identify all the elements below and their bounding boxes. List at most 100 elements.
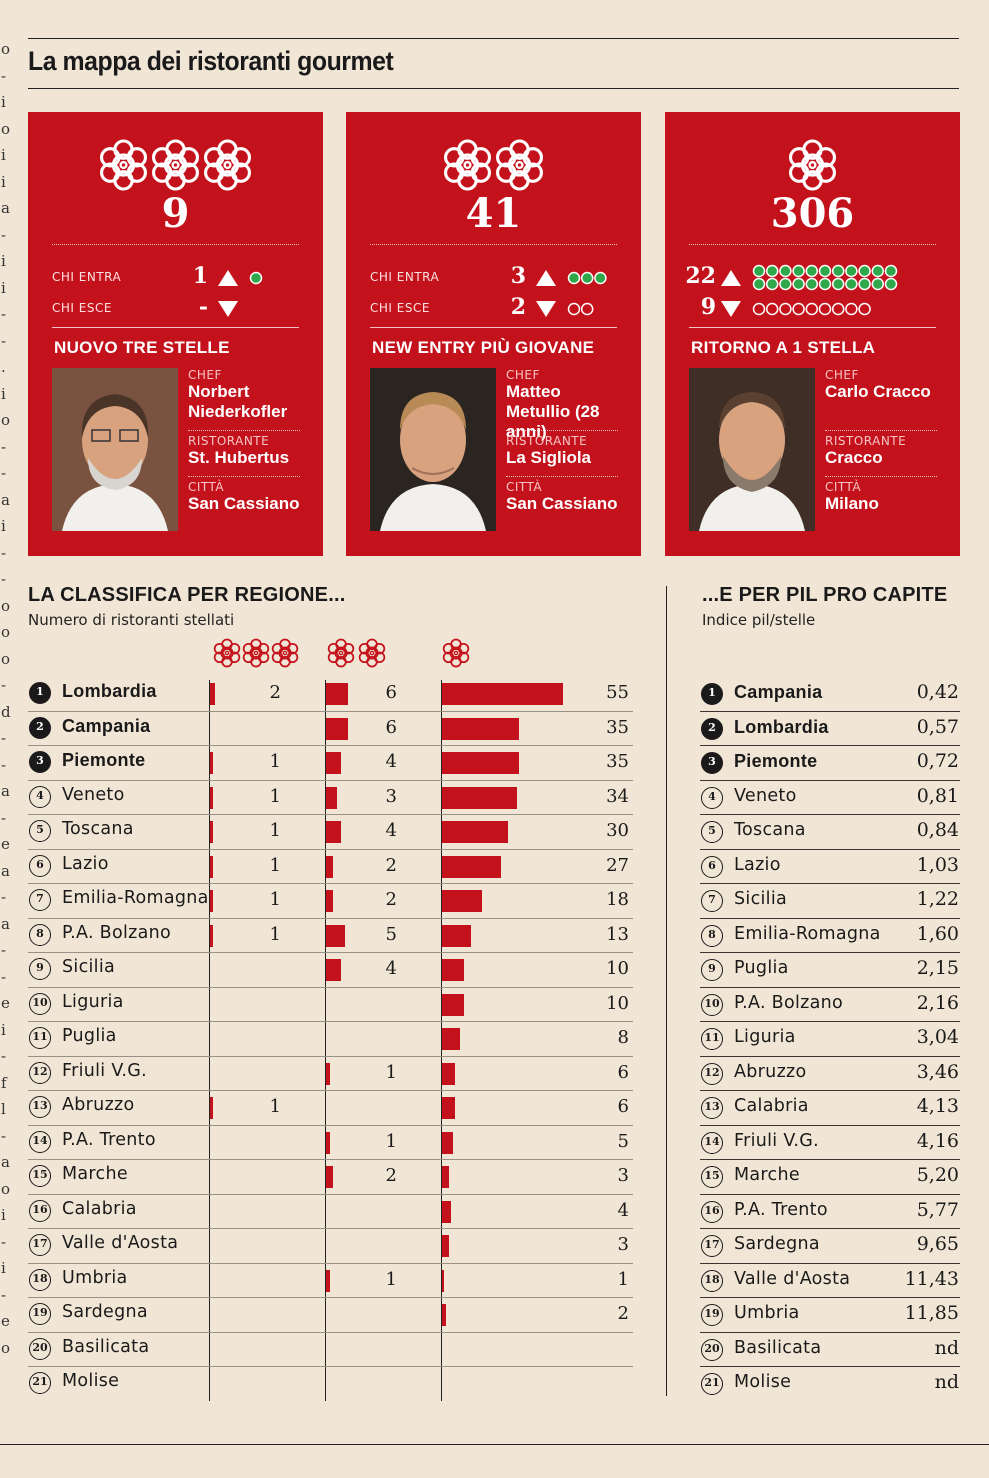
- enter-label: CHI ENTRA: [370, 270, 440, 284]
- michelin-star-icon: [99, 139, 148, 191]
- row-divider: [28, 1331, 633, 1333]
- row-divider: [700, 917, 960, 919]
- portrait-icon: [52, 368, 178, 531]
- pil-value: 1,22: [916, 888, 959, 910]
- table-row: 6 Lazio 1,03: [700, 849, 960, 884]
- region-name: Calabria: [62, 1198, 137, 1219]
- bar-value: 1: [269, 889, 281, 910]
- stars-card: 9 CHI ENTRA CHI ESCE 1 - NUOVO TRE STELLE CHEF…: [28, 112, 323, 556]
- rank-badge: 1: [701, 683, 723, 705]
- bar-value: 6: [385, 716, 397, 738]
- row-divider: [28, 1262, 633, 1264]
- chart-axis-line: [209, 680, 210, 1401]
- row-divider: [28, 1055, 633, 1057]
- table-row: 5 Toscana 1 4 30: [28, 814, 633, 850]
- region-name: Liguria: [734, 1027, 796, 1047]
- row-divider: [28, 1228, 633, 1229]
- pil-value: 0,57: [916, 715, 959, 738]
- green-dot: [818, 264, 832, 278]
- pil-value: 3,04: [916, 1026, 959, 1048]
- rank-badge: 6: [29, 854, 51, 877]
- triangle-down-icon: [721, 301, 741, 317]
- table-row: 16 Calabria 4: [28, 1194, 633, 1229]
- margin-letter: .: [1, 358, 6, 376]
- table-row: 8 Emilia-Romagna 1,60: [700, 918, 960, 953]
- citta-label: CITTÀ: [188, 480, 225, 494]
- margin-letter: -: [1, 676, 7, 694]
- bar-2-stars: [326, 924, 345, 947]
- bar-1-stars: [442, 1269, 445, 1292]
- dotted-divider: [52, 244, 299, 245]
- exit-label: CHI ESCE: [52, 301, 112, 315]
- dotted-divider: [188, 430, 300, 431]
- region-name: Veneto: [734, 785, 797, 806]
- region-name: Friuli V.G.: [734, 1130, 819, 1151]
- row-divider: [700, 1262, 960, 1264]
- bar-value: 30: [606, 820, 629, 841]
- bar-3-stars: [210, 683, 215, 705]
- exit-count: 9: [700, 294, 716, 320]
- pil-value: 2,15: [916, 957, 959, 979]
- table-row: 11 Liguria 3,04: [700, 1021, 960, 1057]
- card-heading: NUOVO TRE STELLE: [54, 338, 230, 357]
- green-dot: [858, 277, 871, 291]
- michelin-star-icon: [443, 139, 492, 191]
- pil-value: 1,03: [916, 853, 959, 876]
- michelin-star-icon: [788, 139, 837, 191]
- margin-letter: i: [1, 1020, 6, 1039]
- bottom-rule: [0, 1444, 989, 1445]
- bar-value: 4: [617, 1199, 629, 1221]
- margin-letter: a: [1, 490, 10, 509]
- bar-1-stars: [442, 1097, 456, 1119]
- dotted-divider: [506, 430, 618, 431]
- green-dot: [871, 277, 885, 291]
- bar-1-stars: [442, 717, 519, 740]
- table-row: 20 Basilicata: [28, 1332, 633, 1367]
- pil-value: 11,43: [904, 1267, 959, 1290]
- margin-letter: -: [1, 941, 7, 959]
- green-dot: [884, 264, 898, 278]
- pil-value: 2,16: [916, 991, 959, 1014]
- rank-badge: 13: [29, 1096, 51, 1118]
- row-divider: [700, 986, 960, 988]
- table-row: 18 Valle d'Aosta 11,43: [700, 1263, 960, 1298]
- row-divider: [28, 917, 633, 919]
- row-divider: [28, 1124, 633, 1126]
- table-row: 18 Umbria 1 1: [28, 1263, 633, 1298]
- bar-1-stars: [442, 1131, 453, 1154]
- bar-2-stars: [326, 1269, 330, 1292]
- pil-value: 1,60: [916, 922, 959, 945]
- rank-badge: 5: [29, 820, 51, 842]
- card-stars: [443, 139, 544, 191]
- table-row: 20 Basilicata nd: [700, 1332, 960, 1367]
- portrait-icon: [370, 368, 496, 531]
- region-name: Valle d'Aosta: [734, 1268, 851, 1289]
- bar-value: 10: [606, 992, 629, 1014]
- table-row: 21 Molise: [28, 1366, 633, 1401]
- table-row: 16 P.A. Trento 5,77: [700, 1194, 960, 1229]
- green-dot: [567, 271, 581, 285]
- enter-count: 1: [192, 263, 208, 289]
- region-name: Molise: [62, 1371, 120, 1391]
- chef-photo: [52, 368, 178, 531]
- margin-letter: -: [1, 1232, 7, 1251]
- margin-letter: -: [1, 1047, 7, 1065]
- bar-1-stars: [442, 1062, 456, 1085]
- exit-count: -: [198, 294, 208, 320]
- table-row: 10 P.A. Bolzano 2,16: [700, 987, 960, 1022]
- ristorante-label: RISTORANTE: [506, 434, 588, 448]
- dotted-divider: [370, 244, 617, 245]
- empty-dot: [858, 302, 871, 316]
- margin-letter: -: [1, 967, 7, 986]
- triangle-up-icon: [536, 270, 556, 286]
- margin-letter: i: [1, 278, 6, 297]
- bar-2-stars: [326, 717, 349, 740]
- margin-letter: a: [1, 914, 10, 933]
- michelin-star-icon: [203, 139, 252, 191]
- row-divider: [28, 883, 633, 884]
- green-dot: [752, 277, 766, 291]
- table-row: 10 Liguria 10: [28, 987, 633, 1022]
- bar-value: 27: [606, 854, 629, 876]
- table-row: 19 Sardegna 2: [28, 1297, 633, 1333]
- rank-badge: 10: [29, 992, 51, 1015]
